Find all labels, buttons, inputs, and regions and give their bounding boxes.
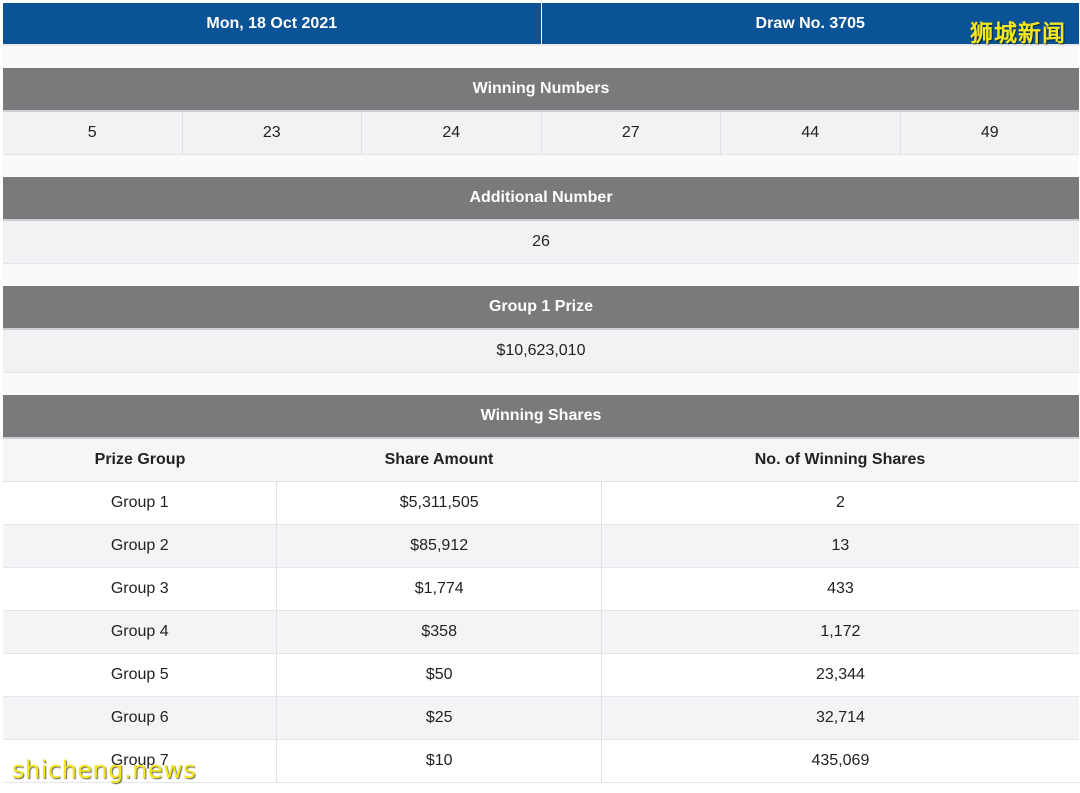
section-gap — [3, 373, 1079, 395]
results-page: Mon, 18 Oct 2021 Draw No. 3705 Winning N… — [3, 3, 1079, 783]
table-row: Group 6 $25 32,714 — [3, 697, 1079, 740]
winning-shares-cell: 2 — [600, 482, 1079, 524]
additional-number-heading: Additional Number — [3, 177, 1079, 221]
prize-group-cell: Group 1 — [110, 494, 169, 511]
winning-shares-cell: 13 — [600, 525, 1079, 567]
winning-number: 49 — [899, 112, 1080, 154]
column-header-share-amount: Share Amount — [384, 451, 494, 468]
share-amount-cell: $5,311,505 — [276, 482, 600, 524]
column-header-winning-shares: No. of Winning Shares — [754, 451, 926, 468]
column-header-prize-group: Prize Group — [94, 451, 186, 468]
winning-shares-cell: 433 — [600, 568, 1079, 610]
share-amount-cell: $10 — [276, 740, 600, 782]
share-amount-cell: $358 — [276, 611, 600, 653]
header-divider — [3, 44, 1079, 46]
share-amount-cell: $1,774 — [276, 568, 600, 610]
additional-number-value: 26 — [3, 221, 1079, 264]
watermark-top-right: 狮城新闻 — [970, 21, 1066, 47]
section-gap — [3, 46, 1079, 68]
winning-number: 24 — [361, 112, 541, 154]
table-row: Group 2 $85,912 13 — [3, 525, 1079, 568]
section-gap — [3, 155, 1079, 177]
prize-group-cell: Group 5 — [110, 666, 169, 683]
winning-number: 5 — [87, 124, 97, 141]
winning-shares-heading: Winning Shares — [3, 395, 1079, 439]
prize-group-cell: Group 7 — [110, 752, 169, 769]
shares-table-header: Prize Group Share Amount No. of Winning … — [3, 439, 1079, 482]
winning-shares-cell: 1,172 — [600, 611, 1079, 653]
share-amount-cell: $85,912 — [276, 525, 600, 567]
winning-shares-cell: 23,344 — [600, 654, 1079, 696]
group1-prize-heading: Group 1 Prize — [3, 286, 1079, 330]
winning-number: 23 — [181, 112, 362, 154]
prize-group-cell: Group 3 — [110, 580, 169, 597]
prize-group-cell: Group 6 — [110, 709, 169, 726]
table-row: Group 4 $358 1,172 — [3, 611, 1079, 654]
winning-number: 44 — [720, 112, 900, 154]
table-row: Group 5 $50 23,344 — [3, 654, 1079, 697]
watermark-bottom-left: shicheng.news — [12, 756, 197, 784]
table-row: Group 7 $10 435,069 — [3, 740, 1079, 783]
share-amount-cell: $50 — [276, 654, 600, 696]
group1-prize-value: $10,623,010 — [3, 330, 1079, 373]
table-row: Group 3 $1,774 433 — [3, 568, 1079, 611]
draw-header: Mon, 18 Oct 2021 Draw No. 3705 — [3, 3, 1079, 44]
winning-numbers-row: 5 23 24 27 44 49 — [3, 112, 1079, 155]
winning-shares-cell: 435,069 — [600, 740, 1079, 782]
draw-number: Draw No. 3705 — [540, 3, 1080, 44]
prize-group-cell: Group 2 — [110, 537, 169, 554]
table-row: Group 1 $5,311,505 2 — [3, 482, 1079, 525]
prize-group-cell: Group 4 — [110, 623, 169, 640]
share-amount-cell: $25 — [276, 697, 600, 739]
winning-number: 27 — [540, 112, 721, 154]
section-gap — [3, 264, 1079, 286]
winning-shares-cell: 32,714 — [600, 697, 1079, 739]
winning-numbers-heading: Winning Numbers — [3, 68, 1079, 112]
draw-date: Mon, 18 Oct 2021 — [206, 14, 338, 32]
